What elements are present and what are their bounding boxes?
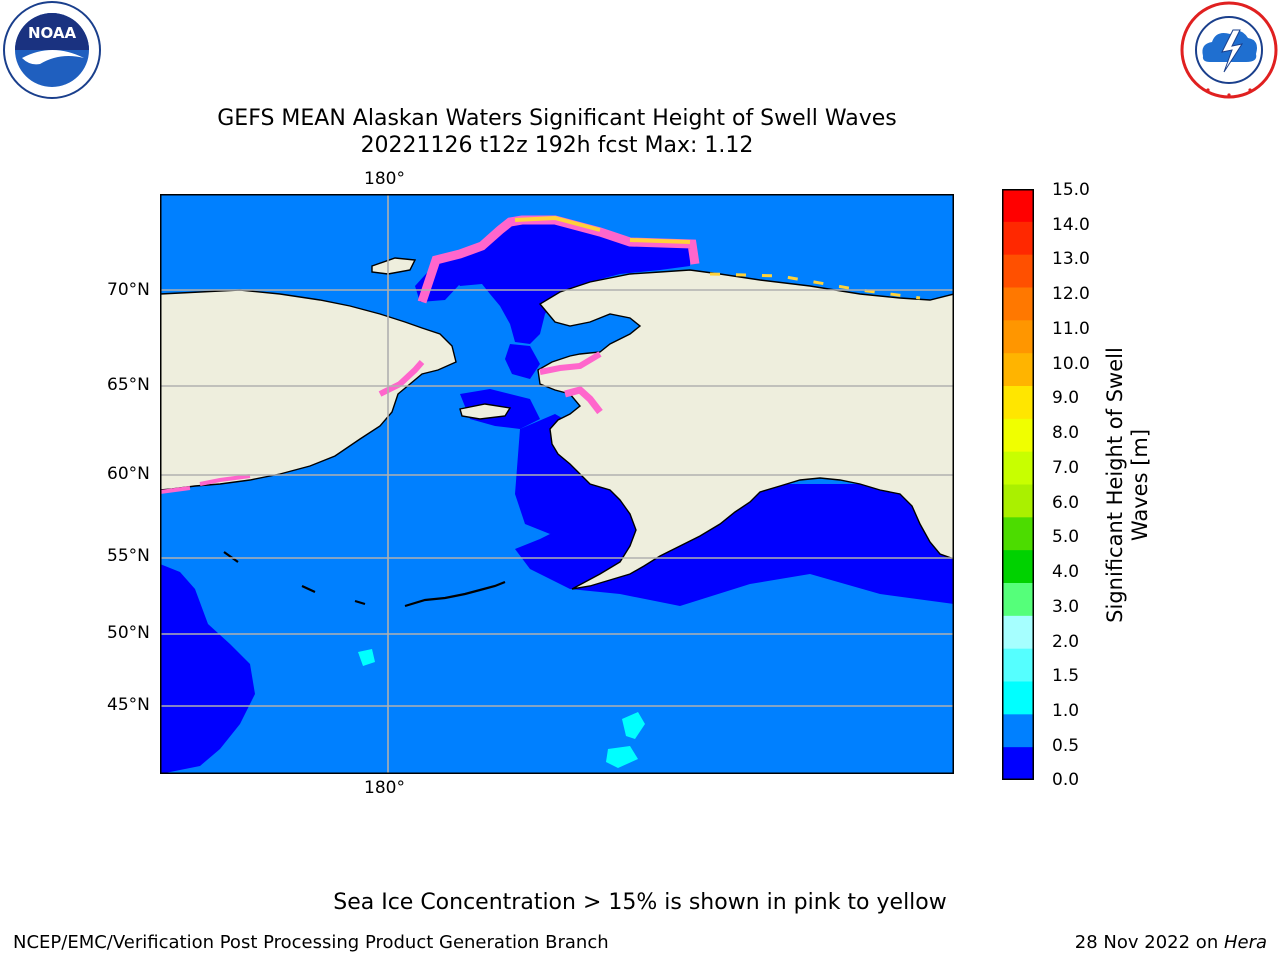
colorbar-tick-0: 0.0 [1052, 770, 1080, 790]
land-alaska [537, 269, 955, 590]
land-aleutians [404, 580, 506, 608]
sea-ice-norton [378, 351, 602, 397]
noaa-logo: NOAA [0, 0, 106, 100]
colorbar-segment [1002, 418, 1034, 453]
top-lon-label: 180° [364, 169, 405, 189]
colorbar-segment [1002, 353, 1034, 387]
colorbar-segment [1002, 714, 1034, 748]
colorbar-tick-14: 14.0 [1052, 215, 1090, 235]
sea-ice-bristol-edge [564, 386, 603, 415]
lat-label-65: 65°N [107, 375, 150, 395]
colorbar-tick-7: 7.0 [1052, 458, 1080, 478]
colorbar-tick-1: 1.0 [1052, 701, 1080, 721]
colorbar-segment [1002, 615, 1034, 650]
footer-branch: NCEP/EMC/Verification Post Processing Pr… [13, 932, 609, 953]
land-commander-islands [223, 551, 366, 606]
nws-logo [1178, 0, 1280, 100]
colorbar-tick-1-5: 1.5 [1052, 666, 1080, 686]
colorbar-tick-6: 6.0 [1052, 493, 1080, 513]
colorbar-segment [1002, 648, 1034, 682]
graticule [160, 194, 954, 774]
sea-ice-west [159, 474, 251, 494]
colorbar-tick-0-5: 0.5 [1052, 736, 1080, 756]
sea-ice-note: Sea Ice Concentration > 15% is shown in … [333, 890, 947, 915]
bottom-lon-label: 180° [364, 778, 405, 798]
colorbar-tick-11: 11.0 [1052, 319, 1090, 339]
colorbar-tick-4: 4.0 [1052, 562, 1080, 582]
colorbar-segment [1002, 386, 1034, 420]
colorbar-border [1002, 189, 1034, 780]
colorbar-tick-15: 15.0 [1052, 180, 1090, 200]
map-border [160, 194, 954, 774]
colorbar-segment [1002, 451, 1034, 485]
colorbar-label: Significant Height of Swell Waves [m] [1103, 347, 1152, 623]
chart-title-line2: 20221126 t12z 192h fcst Max: 1.12 [360, 133, 754, 158]
low-swell-west [160, 564, 255, 774]
colorbar [1002, 189, 1034, 781]
land-st-lawrence-island [459, 403, 512, 420]
colorbar-tick-10: 10.0 [1052, 354, 1090, 374]
footer-date-text: 28 Nov 2022 on [1074, 932, 1224, 953]
colorbar-segment [1002, 583, 1034, 617]
sea-ice-chukchi-outer [514, 215, 691, 244]
colorbar-segment [1002, 189, 1034, 223]
colorbar-tick-2: 2.0 [1052, 632, 1080, 652]
footer-date: 28 Nov 2022 on Hera [1075, 932, 1267, 953]
colorbar-tick-9: 9.0 [1052, 388, 1080, 408]
lat-label-55: 55°N [107, 546, 150, 566]
lat-label-60: 60°N [107, 464, 150, 484]
colorbar-tick-5: 5.0 [1052, 527, 1080, 547]
lat-label-70: 70°N [107, 280, 150, 300]
sea-ice-north-coast [709, 272, 921, 300]
high-swell-patch-3 [358, 649, 375, 666]
colorbar-tick-3: 3.0 [1052, 597, 1080, 617]
colorbar-tick-8: 8.0 [1052, 423, 1080, 443]
colorbar-segment [1002, 254, 1034, 288]
chart-title-line1: GEFS MEAN Alaskan Waters Significant Hei… [217, 106, 897, 131]
colorbar-tick-13: 13.0 [1052, 249, 1090, 269]
colorbar-segment [1002, 517, 1034, 551]
low-swell-bering-strait [505, 344, 540, 379]
lat-label-50: 50°N [107, 623, 150, 643]
high-swell-patch-2 [606, 746, 638, 768]
colorbar-tick-12: 12.0 [1052, 284, 1090, 304]
colorbar-segment [1002, 550, 1034, 584]
swell-height-map [159, 194, 955, 774]
footer-host: Hera [1223, 932, 1267, 953]
colorbar-segment [1002, 681, 1034, 715]
colorbar-segment [1002, 320, 1034, 354]
colorbar-segment [1002, 221, 1034, 256]
colorbar-segment [1002, 484, 1034, 518]
land-wrangel-island [371, 257, 417, 275]
low-swell-chukchi [450, 222, 690, 344]
land-siberia [159, 289, 457, 491]
high-swell-patch-1 [622, 712, 645, 739]
noaa-logo-text: NOAA [28, 24, 77, 42]
low-swell-bristol-bay [515, 414, 630, 534]
colorbar-segment [1002, 287, 1034, 321]
lat-label-45: 45°N [107, 695, 150, 715]
colorbar-segment [1002, 747, 1034, 781]
